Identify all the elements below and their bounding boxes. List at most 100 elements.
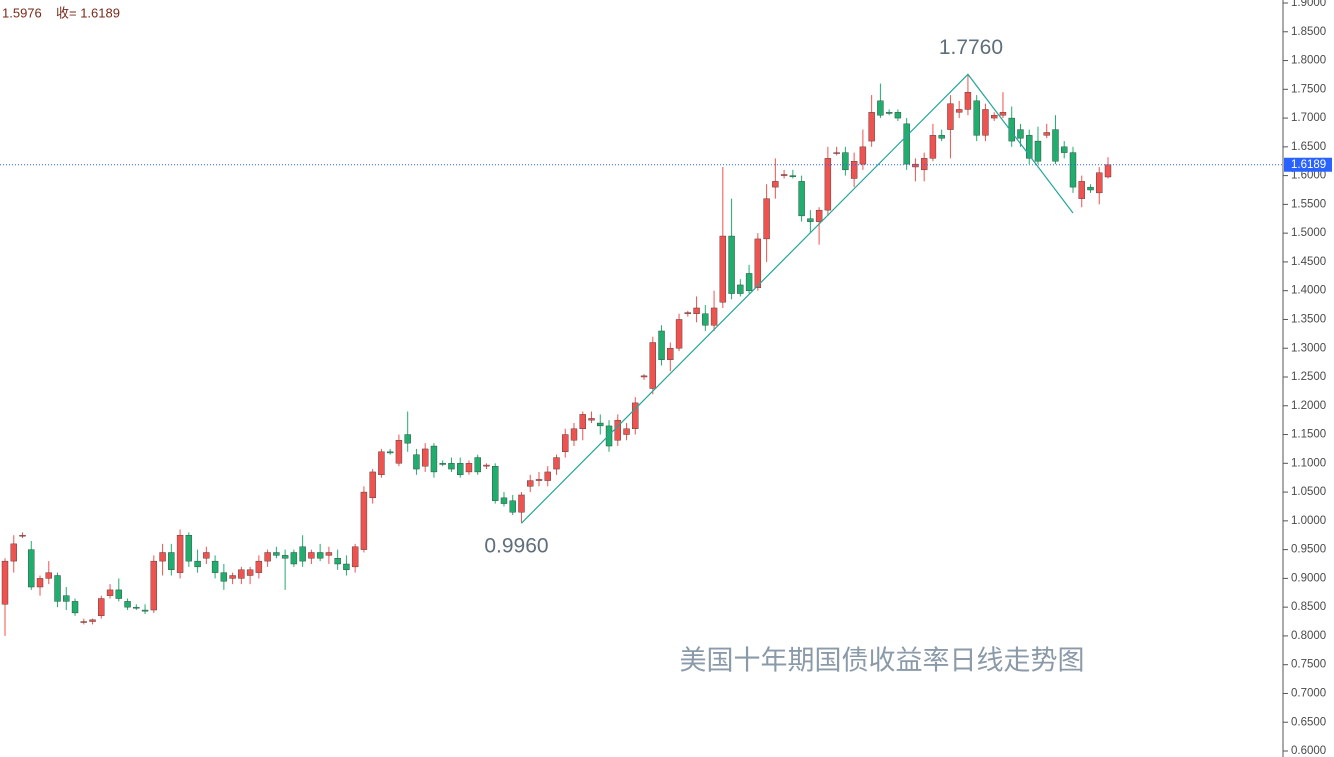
candle-body bbox=[360, 491, 368, 550]
candle-body bbox=[623, 428, 630, 435]
y-tick-label: 1.3500 bbox=[1291, 313, 1326, 325]
candle-body bbox=[334, 558, 341, 565]
y-tick-label: 1.0500 bbox=[1291, 486, 1326, 498]
candle-body bbox=[964, 91, 972, 110]
candle-body bbox=[780, 174, 788, 176]
candle-body bbox=[457, 463, 464, 476]
candle-body bbox=[1034, 140, 1042, 162]
candle-body bbox=[316, 552, 324, 559]
candle-body bbox=[842, 152, 849, 171]
y-tick-label: 0.6500 bbox=[1291, 716, 1326, 728]
y-tick-label: 1.6000 bbox=[1291, 170, 1326, 182]
candle-body bbox=[54, 575, 61, 602]
candle-body bbox=[597, 422, 604, 427]
candle-body bbox=[71, 601, 79, 614]
y-tick-label: 1.8000 bbox=[1291, 55, 1326, 67]
candle-body bbox=[474, 457, 481, 473]
candle-body bbox=[544, 471, 551, 481]
candle-body bbox=[89, 619, 96, 622]
candle-body bbox=[150, 560, 158, 611]
last-price-tag bbox=[1284, 157, 1332, 172]
candle-body bbox=[159, 552, 166, 562]
candle-body bbox=[98, 598, 105, 616]
y-tick-label: 1.7000 bbox=[1291, 112, 1326, 124]
y-tick-label: 1.0000 bbox=[1291, 515, 1326, 527]
candle-body bbox=[807, 218, 814, 222]
candle-body bbox=[719, 235, 727, 303]
candle-body bbox=[920, 158, 928, 171]
candle-body bbox=[343, 563, 350, 570]
candle-body bbox=[290, 552, 298, 565]
candle-body bbox=[483, 464, 490, 467]
candle-body bbox=[36, 578, 44, 588]
candle-body bbox=[999, 112, 1007, 116]
candle-body bbox=[1026, 135, 1033, 159]
candle-body bbox=[238, 569, 245, 579]
watermark-title: 美国十年期国债收益率日线走势图 bbox=[680, 646, 1085, 677]
candle-body bbox=[273, 552, 280, 556]
y-tick-label: 0.9500 bbox=[1291, 544, 1326, 556]
trough-label: 0.9960 bbox=[484, 535, 548, 558]
candle-body bbox=[667, 348, 674, 360]
candle-body bbox=[439, 463, 446, 465]
y-tick-label: 1.6500 bbox=[1291, 141, 1326, 153]
candle-body bbox=[448, 463, 455, 470]
candle-body bbox=[1069, 152, 1077, 188]
candle-body bbox=[754, 238, 762, 289]
candle-body bbox=[176, 535, 184, 573]
candle-body bbox=[693, 307, 700, 314]
candle-body bbox=[211, 560, 219, 573]
candle-body bbox=[658, 330, 665, 360]
candle-body bbox=[737, 284, 744, 294]
candle-body bbox=[815, 209, 823, 222]
candle-body bbox=[955, 109, 963, 113]
candle-body bbox=[763, 198, 770, 240]
y-tick-label: 1.3000 bbox=[1291, 342, 1326, 354]
candle-body bbox=[404, 434, 411, 444]
candle-body bbox=[19, 535, 26, 537]
candle-body bbox=[535, 479, 543, 481]
candle-body bbox=[990, 114, 998, 119]
candle-body bbox=[640, 375, 648, 378]
candle-body bbox=[824, 158, 832, 211]
candle-body bbox=[10, 543, 17, 562]
candle-body bbox=[115, 589, 123, 599]
candle-body bbox=[220, 572, 228, 582]
candle-body bbox=[325, 552, 333, 556]
candle-body bbox=[649, 342, 656, 389]
candle-body bbox=[553, 457, 560, 470]
candle-body bbox=[710, 307, 718, 326]
candle-body bbox=[877, 100, 884, 116]
candle-body bbox=[570, 428, 578, 441]
candle-body bbox=[728, 235, 735, 294]
candle-body bbox=[1061, 146, 1068, 153]
candle-body bbox=[745, 273, 753, 291]
candle-body bbox=[614, 419, 621, 441]
candle-body bbox=[912, 163, 919, 168]
candle-body bbox=[194, 560, 201, 568]
candle-body bbox=[1078, 181, 1085, 199]
candle-body bbox=[859, 146, 867, 165]
y-tick-label: 1.4500 bbox=[1291, 256, 1326, 268]
y-tick-label: 1.1500 bbox=[1291, 429, 1326, 441]
candle-body bbox=[868, 112, 875, 142]
candle-body bbox=[588, 418, 595, 421]
candle-body bbox=[45, 572, 52, 579]
candle-body bbox=[168, 552, 175, 570]
candle-body bbox=[500, 497, 508, 504]
candle-body bbox=[430, 445, 438, 473]
last-price-label: 1.6189 bbox=[1291, 159, 1326, 171]
candle-body bbox=[903, 123, 910, 165]
y-tick-label: 1.5500 bbox=[1291, 198, 1326, 210]
y-tick-label: 1.9000 bbox=[1291, 0, 1326, 9]
y-tick-label: 1.5000 bbox=[1291, 227, 1326, 239]
candle-body bbox=[675, 319, 683, 349]
candle-body bbox=[203, 552, 210, 559]
candle-body bbox=[465, 463, 473, 473]
candle-body bbox=[255, 560, 263, 573]
zigzag-line bbox=[521, 73, 1074, 524]
candle-body bbox=[1, 560, 9, 605]
y-tick-label: 1.4000 bbox=[1291, 285, 1326, 297]
y-tick-label: 0.9000 bbox=[1291, 572, 1326, 584]
